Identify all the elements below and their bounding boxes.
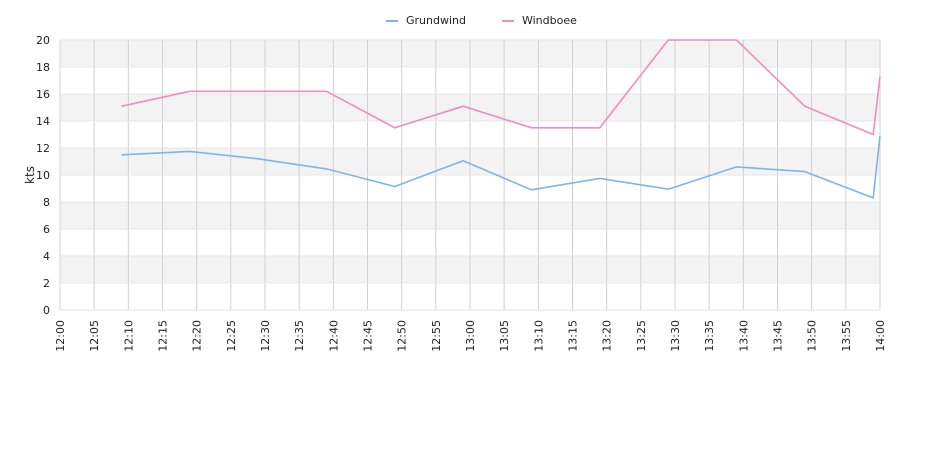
x-tick-label: 12:45 bbox=[362, 320, 375, 352]
x-tick-label: 12:30 bbox=[259, 320, 272, 352]
horizontal-gridlines bbox=[60, 39, 880, 311]
x-tick-label: 12:40 bbox=[327, 320, 340, 352]
x-tick-label: 13:50 bbox=[806, 320, 819, 352]
legend-entry-windboee: Windboee bbox=[522, 14, 577, 27]
y-tick-label: 0 bbox=[43, 304, 50, 317]
series-line-windboee bbox=[121, 39, 881, 136]
x-tick-label: 12:25 bbox=[225, 320, 238, 352]
y-tick-label: 4 bbox=[43, 250, 50, 263]
y-tick-label: 10 bbox=[36, 169, 50, 182]
y-tick-label: 12 bbox=[36, 142, 50, 155]
series-line-grundwind bbox=[121, 135, 881, 199]
x-tick-label: 13:40 bbox=[737, 320, 750, 352]
legend-entry-grundwind: Grundwind bbox=[406, 14, 466, 27]
x-tick-label: 12:00 bbox=[54, 320, 67, 352]
x-tick-label: 13:55 bbox=[840, 320, 853, 352]
x-tick-label: 12:10 bbox=[122, 320, 135, 352]
y-tick-label: 18 bbox=[36, 61, 50, 74]
x-tick-labels: 12:00 12:05 12:10 12:15 12:20 12:25 12:30 12:35… bbox=[54, 320, 887, 352]
x-tick-label: 12:20 bbox=[191, 320, 204, 352]
x-tick-label: 12:05 bbox=[88, 320, 101, 352]
series-lines bbox=[121, 39, 881, 199]
x-tick-label: 13:15 bbox=[567, 320, 580, 352]
y-tick-label: 20 bbox=[36, 34, 50, 47]
x-tick-label: 12:35 bbox=[293, 320, 306, 352]
x-tick-label: 13:00 bbox=[464, 320, 477, 352]
legend: Grundwind Windboee bbox=[386, 14, 577, 27]
y-tick-label: 2 bbox=[43, 277, 50, 290]
y-tick-label: 6 bbox=[43, 223, 50, 236]
y-tick-label: 8 bbox=[43, 196, 50, 209]
y-tick-label: 16 bbox=[36, 88, 50, 101]
y-tick-labels: 0 2 4 6 8 10 12 14 16 18 20 bbox=[36, 34, 50, 317]
y-tick-label: 14 bbox=[36, 115, 50, 128]
x-tick-label: 13:25 bbox=[635, 320, 648, 352]
x-tick-label: 12:50 bbox=[396, 320, 409, 352]
x-tick-label: 13:35 bbox=[703, 320, 716, 352]
x-tick-label: 13:45 bbox=[772, 320, 785, 352]
x-tick-label: 13:30 bbox=[669, 320, 682, 352]
x-tick-label: 14:00 bbox=[874, 320, 887, 352]
y-axis-label: kts bbox=[23, 166, 37, 184]
x-tick-label: 12:15 bbox=[157, 320, 170, 352]
x-tick-label: 13:20 bbox=[601, 320, 614, 352]
x-tick-label: 12:55 bbox=[430, 320, 443, 352]
x-tick-label: 13:05 bbox=[498, 320, 511, 352]
x-tick-label: 13:10 bbox=[532, 320, 545, 352]
